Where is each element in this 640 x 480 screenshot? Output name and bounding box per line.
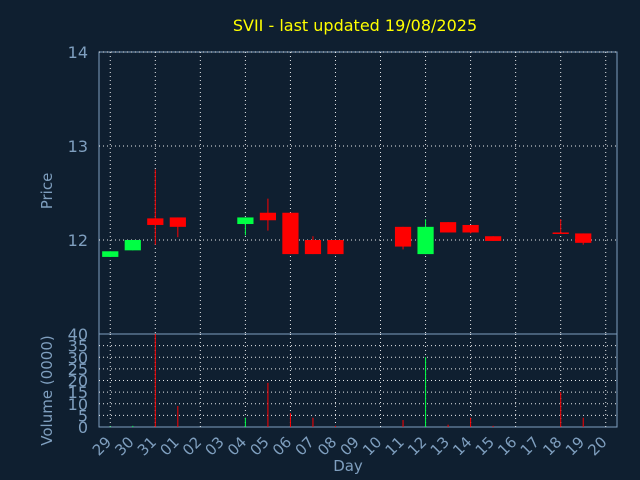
candle-body — [394, 226, 412, 247]
candle-body — [147, 218, 164, 225]
volume-ytick-label: 35 — [68, 337, 88, 356]
candle-body — [485, 236, 502, 241]
x-axis-label: Day — [333, 457, 363, 475]
candle-body — [259, 212, 277, 221]
price-ytick-label: 14 — [68, 43, 88, 62]
volume-ytick-label: 30 — [68, 348, 88, 367]
candle-body — [327, 240, 344, 255]
candle-body — [439, 222, 457, 233]
x-tick-label: 20 — [584, 433, 610, 459]
volume-ytick-label: 5 — [78, 406, 88, 425]
price-ytick-label: 13 — [68, 137, 88, 156]
candle-body — [169, 217, 186, 227]
price-axis-label: Price — [38, 173, 56, 210]
candle-body — [282, 212, 299, 255]
candle-body — [124, 240, 141, 251]
volume-ytick-label: 40 — [68, 325, 88, 344]
candle-body — [304, 240, 322, 255]
candle-body — [417, 226, 434, 255]
volume-axis-label: Volume (0000) — [38, 335, 56, 445]
price-plot-frame — [98, 51, 618, 335]
price-ytick-label: 12 — [68, 231, 88, 250]
volume-ytick-label: 25 — [68, 360, 88, 379]
candle-body — [552, 232, 569, 234]
chart-title: SVII - last updated 19/08/2025 — [233, 16, 477, 35]
volume-ytick-label: 20 — [68, 372, 88, 391]
candle-body — [462, 224, 479, 233]
volume-ytick-label: 0 — [78, 418, 88, 437]
volume-ytick-label: 15 — [68, 383, 88, 402]
candle-body — [102, 251, 119, 257]
candle-body — [237, 217, 254, 225]
candle-body — [575, 233, 592, 243]
volume-ytick-label: 10 — [68, 395, 88, 414]
